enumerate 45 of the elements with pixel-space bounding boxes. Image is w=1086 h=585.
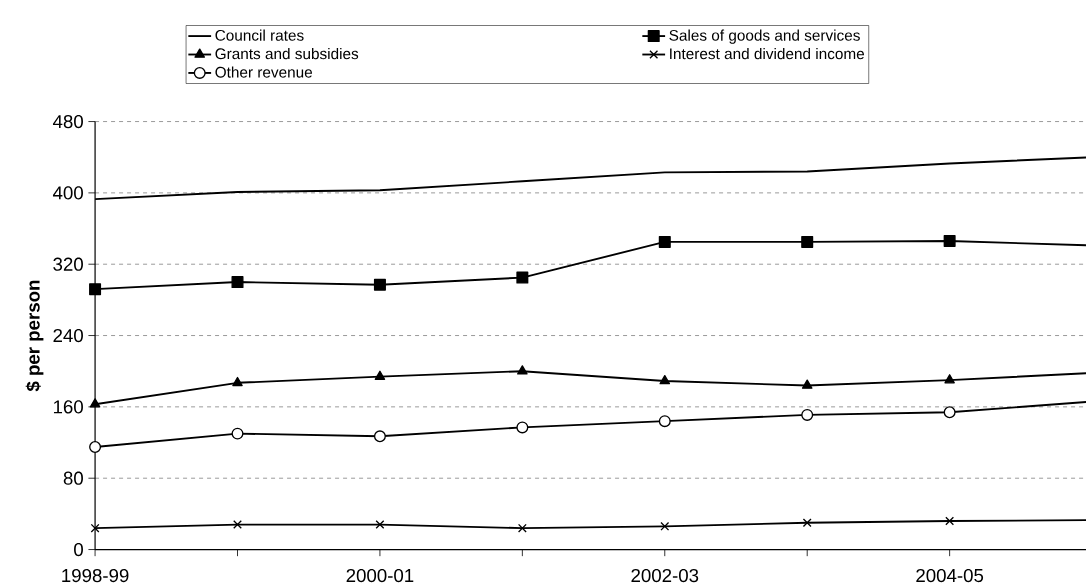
point: [233, 520, 242, 530]
point: [801, 235, 814, 248]
legend-label: Other revenue: [215, 66, 313, 78]
point: [89, 441, 102, 454]
point: [374, 370, 386, 380]
x-tick-label: 1998-99: [62, 568, 129, 583]
point: [945, 516, 955, 526]
x-tick-label: 2004-05: [916, 568, 984, 583]
point: [516, 271, 529, 284]
point: [373, 430, 386, 443]
point: [944, 374, 955, 384]
point: [802, 518, 812, 528]
y-axis-title: $ per person: [25, 280, 44, 392]
point: [375, 520, 385, 530]
point: [517, 365, 528, 375]
point: [658, 235, 671, 248]
point: [943, 406, 956, 419]
point: [89, 283, 102, 296]
legend-label: Council rates: [215, 29, 304, 41]
y-tick-label: 400: [52, 186, 83, 200]
x-tick-label: 2002-03: [631, 568, 699, 583]
x-tick-label: 2000-01: [346, 568, 414, 583]
y-tick-label: 480: [52, 114, 83, 129]
point: [658, 415, 671, 428]
point: [659, 375, 671, 385]
point: [801, 379, 813, 389]
y-tick-label: 0: [74, 542, 83, 557]
point: [232, 376, 243, 387]
point: [373, 278, 386, 291]
point: [943, 235, 956, 248]
legend-label: Sales of goods and services: [669, 29, 860, 44]
point: [89, 398, 101, 408]
point: [517, 523, 527, 533]
point: [231, 427, 244, 440]
point: [90, 523, 100, 533]
y-tick-label: 320: [53, 257, 83, 271]
y-tick-label: 240: [53, 328, 83, 343]
y-tick-label: 160: [53, 400, 83, 414]
point: [801, 408, 814, 421]
legend-label: Grants and subsidies: [215, 47, 359, 60]
legend-label: Interest and dividend income: [670, 47, 865, 60]
point: [231, 276, 244, 289]
y-tick-label: 80: [63, 471, 83, 485]
point: [516, 421, 529, 434]
point: [660, 521, 670, 531]
